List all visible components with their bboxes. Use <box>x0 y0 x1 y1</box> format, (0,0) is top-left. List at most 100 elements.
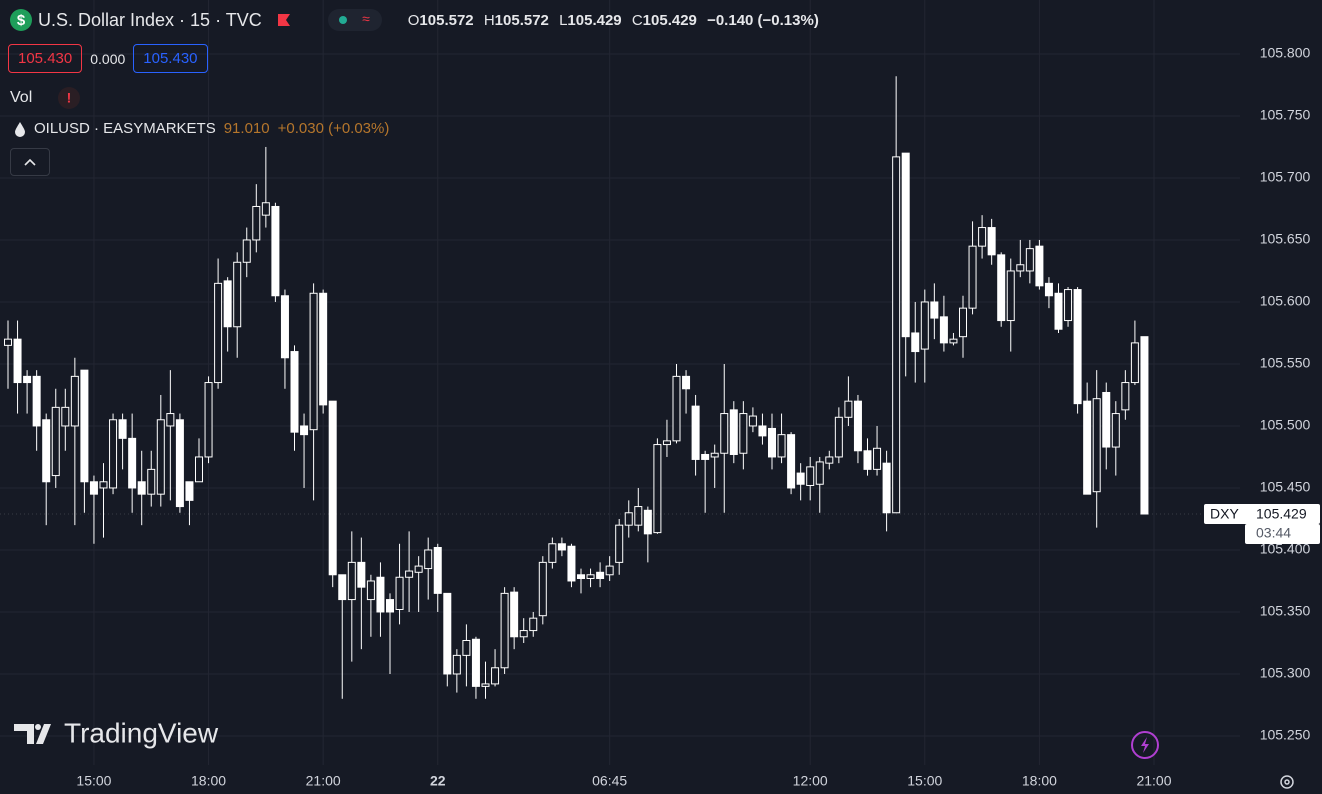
symbol-header: $ U.S. Dollar Index · 15 · TVC ≈ O105.57… <box>10 9 819 31</box>
candle-body <box>214 282 223 384</box>
settings-button[interactable] <box>1280 775 1294 789</box>
tradingview-watermark: TradingView <box>14 717 219 748</box>
flag-icon[interactable] <box>276 12 292 28</box>
y-tick-label: 105.650 <box>1260 231 1311 247</box>
candle-body <box>328 400 337 576</box>
lightning-button[interactable] <box>1131 731 1159 759</box>
candle-body <box>1064 289 1073 322</box>
candle-body <box>863 450 872 470</box>
candle-body <box>519 630 528 638</box>
candle-body <box>1130 342 1139 384</box>
sell-button[interactable]: 105.430 <box>8 44 83 73</box>
candle-body <box>939 316 948 344</box>
candle-body <box>510 591 519 638</box>
ohlc-label: H <box>483 11 495 29</box>
candle-body <box>481 683 490 687</box>
candle-body <box>586 574 595 579</box>
status-pill[interactable]: ≈ <box>327 9 382 31</box>
candle-body <box>643 509 652 535</box>
error-icon[interactable]: ! <box>58 87 81 109</box>
candle-body <box>271 205 280 297</box>
candle-body <box>233 261 242 328</box>
candle-body <box>1140 336 1149 515</box>
candle-body <box>405 570 414 578</box>
volume-row: Vol ! <box>10 87 81 109</box>
countdown-box <box>1245 524 1320 545</box>
candle-body <box>538 561 547 617</box>
candle-body <box>624 512 633 526</box>
ohlc-value: 105.572 <box>494 11 549 29</box>
candle-body <box>911 332 920 353</box>
watermark-text: TradingView <box>64 717 219 748</box>
candle-body <box>968 245 977 309</box>
candle-body <box>978 227 987 247</box>
y-tick-label: 105.700 <box>1260 169 1311 185</box>
countdown: 03:44 <box>1256 525 1291 541</box>
candle-body <box>959 307 967 338</box>
candle-body <box>920 301 929 350</box>
candle-body <box>347 561 356 601</box>
svg-text:$: $ <box>17 12 26 29</box>
candle-body <box>557 543 566 551</box>
candle-body <box>366 580 375 601</box>
candle-body <box>691 405 700 460</box>
last-price-value: 105.429 <box>1256 506 1307 522</box>
ohlc-value: 105.429 <box>567 11 622 29</box>
candle-body <box>386 599 394 613</box>
candle-body <box>89 481 98 495</box>
ohlc-label: C <box>631 11 643 29</box>
candle-body <box>596 571 605 579</box>
candle-body <box>185 481 194 501</box>
x-tick-label: 18:00 <box>1022 773 1057 789</box>
candle-body <box>1073 289 1082 405</box>
x-tick-label: 15:00 <box>907 773 942 789</box>
candle-body <box>252 205 261 241</box>
drop-icon <box>15 121 25 137</box>
candle-body <box>844 400 853 418</box>
volume-label[interactable]: Vol <box>10 89 33 106</box>
y-tick-label: 105.350 <box>1260 603 1311 619</box>
y-tick-label: 105.800 <box>1260 45 1311 61</box>
overlay-name[interactable]: OILUSD · EASYMARKETS <box>34 120 216 137</box>
candle-body <box>99 481 108 489</box>
svg-text:≈: ≈ <box>362 11 370 27</box>
candle-body <box>729 409 738 455</box>
candle-body <box>80 369 89 483</box>
candle-body <box>768 427 776 458</box>
ohlc-label: L <box>559 11 568 29</box>
candle-body <box>787 434 796 489</box>
candle-body <box>319 292 328 406</box>
candle-body <box>853 400 862 452</box>
candle-body <box>1054 292 1063 330</box>
candle-body <box>548 543 557 563</box>
candle-body <box>166 413 175 427</box>
candle-body <box>577 574 585 579</box>
buy-button[interactable]: 105.430 <box>133 44 208 73</box>
overlay-change: +0.030 (+0.03%) <box>277 120 390 137</box>
candle-body <box>61 406 70 427</box>
candle-body <box>892 156 901 514</box>
candle-body <box>748 415 757 427</box>
candle-body <box>491 667 500 685</box>
candle-body <box>1102 391 1111 448</box>
x-tick-label: 15:00 <box>76 773 111 789</box>
collapse-button[interactable] <box>10 148 50 176</box>
spread: 0.000 <box>90 50 126 67</box>
candle-body <box>997 254 1006 322</box>
ohlc-value: 105.572 <box>419 11 474 29</box>
candle-body <box>118 419 127 439</box>
last-price-box <box>1204 504 1320 525</box>
last-price-symbol: DXY <box>1210 506 1239 522</box>
candle-body <box>662 440 671 446</box>
y-tick-label: 105.400 <box>1260 541 1311 557</box>
symbol-title[interactable]: U.S. Dollar Index · 15 · TVC <box>38 9 262 30</box>
candle-body <box>1016 264 1025 272</box>
x-tick-label: 21:00 <box>306 773 341 789</box>
x-tick-label: 06:45 <box>592 773 627 789</box>
candle-body <box>1044 282 1053 297</box>
candle-body <box>1035 245 1044 287</box>
x-tick-label: 22 <box>430 773 446 789</box>
y-tick-label: 105.450 <box>1260 479 1311 495</box>
candle-body <box>395 576 404 610</box>
